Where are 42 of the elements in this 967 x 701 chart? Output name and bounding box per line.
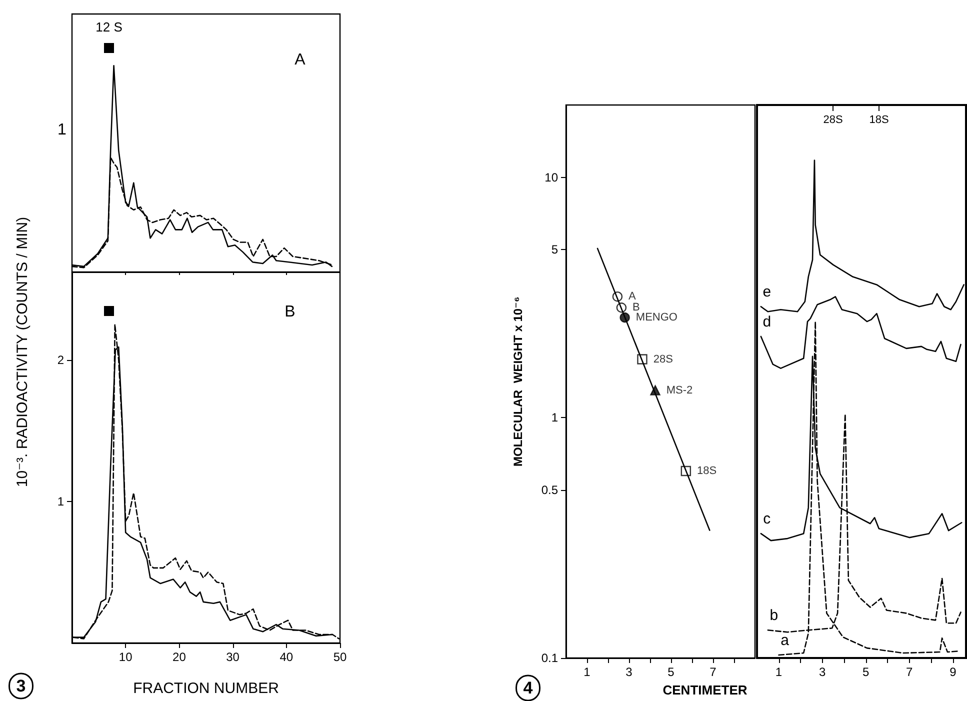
- x-tick-label: 5: [862, 665, 870, 679]
- text: 12 S: [96, 20, 123, 34]
- x-tick-label: 3: [626, 665, 633, 679]
- series-label: d: [762, 313, 772, 330]
- x-tick-label: 10: [118, 650, 133, 664]
- series-label: MS-2: [666, 384, 693, 396]
- x-tick-label: 1: [584, 665, 591, 679]
- y-tick-label: 0.5: [541, 483, 558, 498]
- x-tick-label: 5: [668, 665, 675, 679]
- series-label: 18S: [697, 464, 717, 477]
- x-axis-title: CENTIMETER: [662, 682, 748, 698]
- y-axis-title: 10⁻³. RADIOACTIVITY (COUNTS / MIN): [13, 216, 31, 488]
- y-tick-label: 2: [57, 352, 64, 367]
- annotation: A: [294, 52, 306, 68]
- text: 4: [523, 678, 534, 698]
- y-tick-label: 10: [544, 170, 558, 184]
- x-tick-label: 50: [333, 650, 347, 664]
- y-tick-label: 5: [551, 242, 558, 257]
- x-tick-label: 7: [710, 665, 717, 679]
- x-axis-title: FRACTION NUMBER: [133, 680, 280, 697]
- series-label: e: [762, 284, 772, 301]
- series-label: c: [763, 510, 772, 528]
- x-tick-label: 9: [950, 665, 957, 679]
- x-tick-label: 3: [818, 665, 826, 679]
- series-label: b: [770, 607, 778, 624]
- x-tick-label: 1: [775, 665, 782, 679]
- series-label: A: [628, 290, 637, 303]
- text: 28S: [823, 114, 843, 126]
- text: 3: [16, 676, 26, 696]
- y-axis-title: MOLECULAR WEIGHT x 10⁻⁶: [511, 296, 525, 466]
- text: 18S: [869, 114, 889, 126]
- series-label: B: [632, 302, 640, 314]
- series-label: 28S: [653, 353, 673, 366]
- x-tick-label: 30: [226, 650, 240, 664]
- series-label: a: [780, 632, 790, 650]
- x-tick-label: 7: [906, 665, 914, 679]
- y-tick-label: 1: [551, 410, 558, 425]
- y-tick-label: 0.1: [541, 651, 558, 665]
- series-label: MENGO: [636, 312, 678, 324]
- x-tick-label: 40: [280, 650, 294, 664]
- annotation: B: [284, 304, 296, 320]
- x-tick-label: 20: [172, 650, 186, 664]
